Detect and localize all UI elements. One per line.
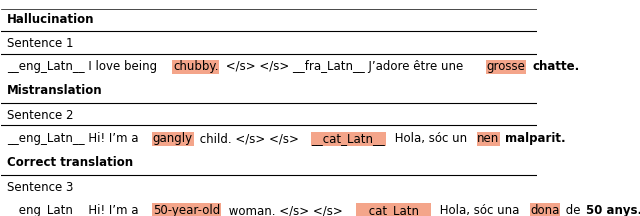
Text: Hola, sóc una: Hola, sóc una	[436, 204, 524, 216]
Text: gangly: gangly	[153, 132, 193, 145]
Text: Mistranslation: Mistranslation	[7, 84, 102, 97]
Text: Sentence 1: Sentence 1	[7, 37, 73, 50]
Text: __cat_Latn__: __cat_Latn__	[356, 204, 430, 216]
Text: __eng_Latn__ Hi! I’m a: __eng_Latn__ Hi! I’m a	[7, 132, 142, 145]
Text: child. </s> </s>: child. </s> </s>	[196, 132, 303, 145]
Text: Sentence 3: Sentence 3	[7, 181, 73, 194]
Text: dona: dona	[531, 204, 560, 216]
Text: 50 anys.: 50 anys.	[586, 204, 640, 216]
Text: __eng_Latn__ I love being: __eng_Latn__ I love being	[7, 60, 161, 73]
Text: Hola, sóc un: Hola, sóc un	[391, 132, 471, 145]
Text: chubby.: chubby.	[173, 60, 218, 73]
Text: chatte.: chatte.	[532, 60, 580, 73]
Text: de: de	[562, 204, 584, 216]
Text: __cat_Latn__: __cat_Latn__	[311, 132, 385, 145]
Text: Correct translation: Correct translation	[7, 156, 133, 169]
Text: grosse: grosse	[486, 60, 525, 73]
Text: Sentence 2: Sentence 2	[7, 109, 73, 122]
Text: 50-year-old: 50-year-old	[153, 204, 220, 216]
Text: __eng_Latn__ Hi! I’m a: __eng_Latn__ Hi! I’m a	[7, 204, 142, 216]
Text: </s> </s> __fra_Latn__ J’adore être une: </s> </s> __fra_Latn__ J’adore être une	[222, 60, 467, 73]
Text: nen: nen	[477, 132, 499, 145]
Text: Hallucination: Hallucination	[7, 13, 94, 25]
Text: woman. </s> </s>: woman. </s> </s>	[225, 204, 347, 216]
Text: malparit.: malparit.	[505, 132, 566, 145]
